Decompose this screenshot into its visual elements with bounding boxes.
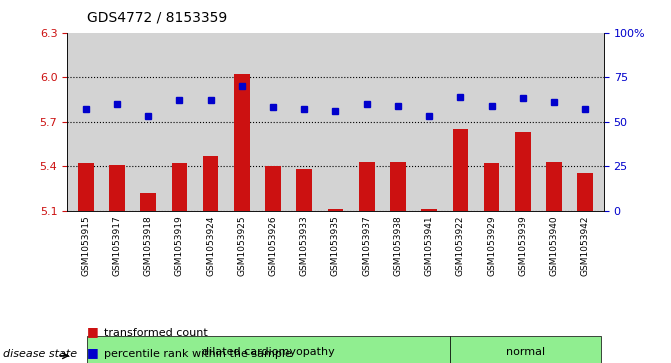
FancyBboxPatch shape bbox=[87, 336, 450, 363]
Bar bbox=[234, 74, 250, 211]
Text: transformed count: transformed count bbox=[104, 327, 208, 338]
Bar bbox=[421, 209, 437, 211]
FancyBboxPatch shape bbox=[450, 336, 601, 363]
Text: disease state: disease state bbox=[3, 349, 77, 359]
Bar bbox=[78, 163, 94, 211]
Bar bbox=[546, 162, 562, 211]
Bar bbox=[109, 164, 125, 211]
Bar bbox=[484, 163, 499, 211]
Bar bbox=[172, 163, 187, 211]
Text: GDS4772 / 8153359: GDS4772 / 8153359 bbox=[87, 11, 227, 25]
Bar bbox=[140, 193, 156, 211]
Bar bbox=[327, 209, 344, 211]
Bar bbox=[577, 174, 593, 211]
Bar bbox=[203, 156, 219, 211]
Bar bbox=[390, 162, 406, 211]
Bar bbox=[265, 166, 281, 211]
Bar bbox=[452, 129, 468, 211]
Text: ■: ■ bbox=[87, 325, 99, 338]
Bar bbox=[297, 169, 312, 211]
Text: percentile rank within the sample: percentile rank within the sample bbox=[104, 349, 292, 359]
Bar bbox=[515, 132, 531, 211]
Text: normal: normal bbox=[506, 347, 545, 357]
Text: dilated cardiomyopathy: dilated cardiomyopathy bbox=[202, 347, 335, 357]
Bar bbox=[359, 162, 374, 211]
Text: ■: ■ bbox=[87, 346, 99, 359]
